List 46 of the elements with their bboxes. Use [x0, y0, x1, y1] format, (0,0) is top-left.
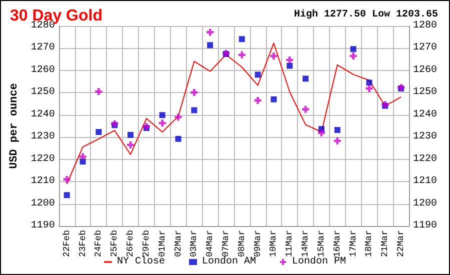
x-tick-label: 23Feb: [78, 230, 88, 258]
x-tick-label: 07Mar: [220, 230, 231, 258]
y2-tick-label: 1230: [413, 132, 438, 143]
y-tick-label: 1270: [30, 42, 55, 54]
y-tick-label: 1200: [30, 198, 55, 210]
x-tick-label: 22Feb: [62, 230, 72, 258]
x-tick-label: 25Feb: [110, 230, 120, 258]
y-tick-label: 1230: [30, 132, 55, 143]
y-tick-label: 1190: [30, 220, 55, 232]
x-tick-label: 17Mar: [348, 230, 358, 258]
y-tick-label: 1210: [30, 176, 55, 188]
x-tick-label: 14Mar: [300, 230, 311, 258]
legend-label: London AM: [202, 256, 256, 268]
x-tick-label: 15Mar: [316, 230, 326, 258]
x-tick-label: 01Mar: [157, 230, 168, 258]
y2-tick-label: 1240: [413, 109, 438, 120]
x-tick-label: 18Mar: [364, 230, 374, 258]
x-tick-label: 11Mar: [284, 230, 295, 258]
x-tick-label: 24Feb: [94, 230, 104, 258]
legend-label: NY Close: [116, 256, 166, 268]
x-tick-label: 02Mar: [173, 230, 184, 258]
y2-tick-label: 1190: [413, 220, 438, 232]
x-tick-label: 09Mar: [252, 230, 263, 258]
legend-label: London PM: [292, 256, 346, 268]
x-tick-label: 26Feb: [126, 230, 136, 258]
x-tick-label: 08Mar: [236, 230, 247, 258]
chart-subtitle: High 1277.50 Low 1203.65: [294, 8, 438, 20]
y2-tick-label: 1210: [413, 176, 438, 188]
y-tick-label: 1260: [30, 64, 55, 76]
x-tick-label: 16Mar: [332, 230, 342, 258]
y2-tick-label: 1280: [413, 20, 438, 32]
y2-tick-label: 1260: [413, 64, 438, 76]
y2-tick-label: 1250: [413, 87, 438, 98]
y-axis-title: USD per ounce: [8, 82, 20, 169]
y-tick-label: 1220: [30, 154, 55, 165]
y2-tick-label: 1270: [413, 42, 438, 54]
x-tick-label: 10Mar: [268, 230, 279, 258]
y2-tick-label: 1200: [413, 198, 438, 210]
y2-tick-label: 1220: [413, 154, 438, 165]
x-tick-label: 22Mar: [396, 230, 406, 258]
x-tick-label: 03Mar: [189, 230, 200, 258]
y-tick-label: 1250: [30, 87, 55, 98]
x-tick-label: 29Feb: [141, 230, 152, 258]
y-tick-label: 1240: [30, 109, 55, 120]
x-tick-label: 21Mar: [380, 230, 390, 258]
x-tick-label: 04Mar: [205, 230, 216, 258]
